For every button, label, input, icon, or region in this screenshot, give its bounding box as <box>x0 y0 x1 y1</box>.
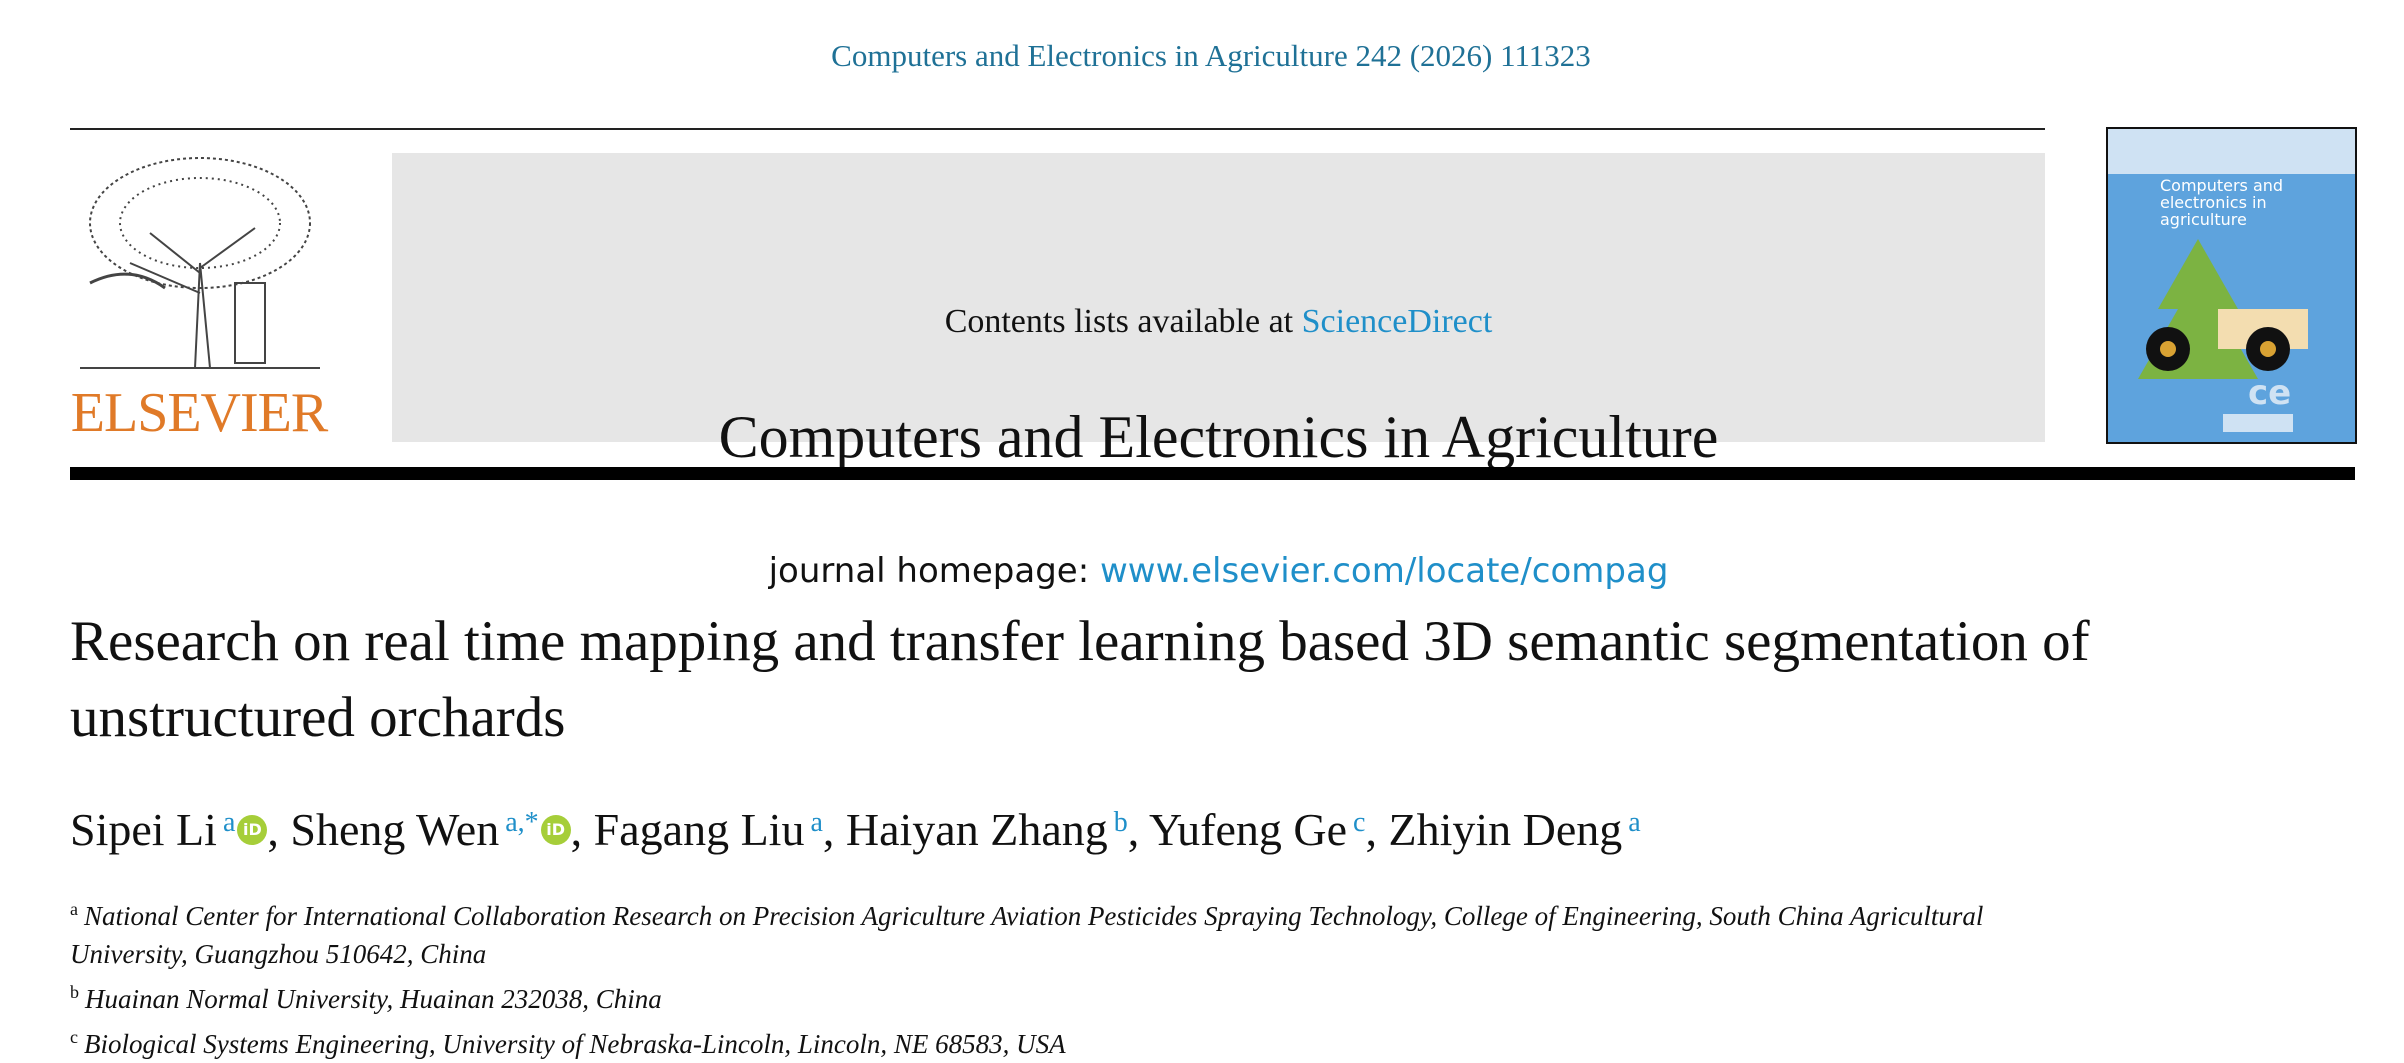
header-bar <box>70 467 2355 480</box>
affiliation-key: b <box>70 982 79 1002</box>
tree-icon <box>80 157 320 369</box>
affiliation-item: a National Center for International Colla… <box>70 890 2060 973</box>
journal-banner: Contents lists available at ScienceDirec… <box>392 153 2045 591</box>
contents-line: Contents lists available at ScienceDirec… <box>392 303 2045 341</box>
affiliation-text: Huainan Normal University, Huainan 23203… <box>85 984 662 1014</box>
affiliations: a National Center for International Colla… <box>70 890 2060 1063</box>
elsevier-logo[interactable]: ELSEVIER <box>70 153 328 445</box>
affiliation-item: c Biological Systems Engineering, Univers… <box>70 1018 2060 1063</box>
cover-artwork-icon: ce <box>2138 239 2308 432</box>
affiliation-marker[interactable]: c <box>1353 807 1366 838</box>
author[interactable]: Fagang Liu <box>593 804 805 855</box>
contents-prefix: Contents lists available at <box>944 303 1294 340</box>
homepage-prefix: journal homepage: <box>768 551 1090 591</box>
affiliation-item: b Huainan Normal University, Huainan 2320… <box>70 973 2060 1018</box>
elsevier-wordmark: ELSEVIER <box>70 382 328 444</box>
affiliation-text: National Center for International Collab… <box>70 901 1984 969</box>
orcid-icon[interactable]: iD <box>540 815 571 845</box>
author-list: Sipei Li a iD, Sheng Wen a,* iD, Fagang Liu a… <box>70 804 1641 855</box>
svg-text:ce: ce <box>2248 373 2291 413</box>
homepage-link[interactable]: www.elsevier.com/locate/compag <box>1099 551 1669 591</box>
affiliation-key: a <box>70 899 78 919</box>
author[interactable]: Sipei Li <box>70 804 217 855</box>
author[interactable]: Yufeng Ge <box>1149 804 1348 855</box>
author[interactable]: Haiyan Zhang <box>845 804 1108 855</box>
affiliation-marker[interactable]: b <box>1113 807 1128 838</box>
orcid-icon[interactable]: iD <box>237 815 268 845</box>
sciencedirect-link[interactable]: ScienceDirect <box>1301 303 1493 340</box>
affiliation-marker[interactable]: a <box>810 807 823 838</box>
affiliation-key: c <box>70 1027 78 1047</box>
author[interactable]: Zhiyin Deng <box>1388 804 1623 855</box>
affiliation-marker[interactable]: a <box>1628 807 1641 838</box>
cover-title: Computers and electronics in agriculture <box>2160 176 2284 229</box>
author[interactable]: Sheng Wen <box>290 804 500 855</box>
journal-reference[interactable]: Computers and Electronics in Agriculture… <box>831 38 1591 73</box>
journal-title: Computers and Electronics in Agriculture <box>718 404 1719 470</box>
affiliation-marker[interactable]: a <box>222 807 236 838</box>
affiliation-marker[interactable]: a,* <box>505 807 539 838</box>
affiliation-text: Biological Systems Engineering, Universi… <box>84 1029 1066 1059</box>
homepage-line: journal homepage: www.elsevier.com/locat… <box>392 551 2045 591</box>
journal-cover[interactable]: Computers and electronics in agriculture… <box>2106 127 2357 444</box>
divider <box>70 128 2045 130</box>
article-title: Research on real time mapping and transf… <box>70 610 2090 749</box>
